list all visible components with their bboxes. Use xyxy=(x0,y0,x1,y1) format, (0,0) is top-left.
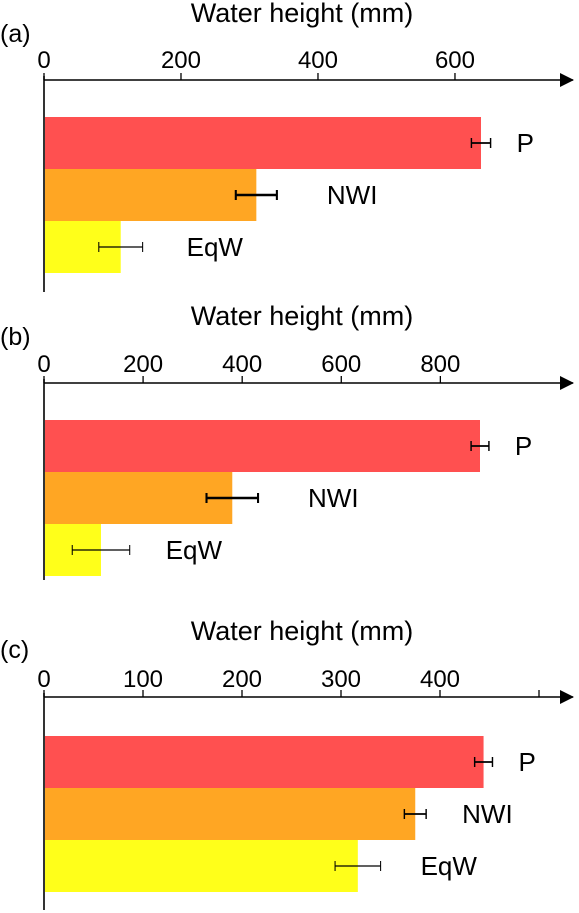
chart-panel-1: (a) Water height (mm) 0 200 400 600 P NWI EqW xyxy=(0,0,574,292)
error-bar-nwi xyxy=(403,809,427,819)
x-tick-label: 600 xyxy=(435,47,475,74)
error-bar-p xyxy=(473,757,494,767)
x-tick-label: 200 xyxy=(161,47,201,74)
x-tick-label: 400 xyxy=(420,666,460,693)
bar-label-p: P xyxy=(518,747,535,777)
x-axis-title: Water height (mm) xyxy=(191,616,414,646)
bar-label-nwi: NWI xyxy=(462,799,513,829)
bar-nwi xyxy=(45,169,257,221)
panel-label: (a) xyxy=(0,20,31,48)
error-bar-p xyxy=(470,441,490,451)
error-bar-nwi xyxy=(234,190,278,200)
bar-label-eqw: EqW xyxy=(421,851,478,881)
error-bar-eqw xyxy=(334,861,382,871)
bar-nwi xyxy=(45,472,233,524)
bar-label-eqw: EqW xyxy=(187,232,244,262)
chart-panel-2: (b) Water height (mm) 0 200 400 600 800 P NWI EqW xyxy=(0,301,574,580)
x-tick-label: 600 xyxy=(321,351,361,378)
x-tick-label: 300 xyxy=(321,666,361,693)
bar-p xyxy=(45,117,481,169)
x-tick-label: 0 xyxy=(37,666,50,693)
bar-label-nwi: NWI xyxy=(327,180,378,210)
bar-eqw xyxy=(45,840,358,892)
bar-label-nwi: NWI xyxy=(308,483,359,513)
error-bar-eqw xyxy=(71,545,131,555)
error-bar-p xyxy=(470,138,492,148)
bar-p xyxy=(45,736,484,788)
x-tick-label: 400 xyxy=(222,351,262,378)
x-tick-label: 0 xyxy=(37,351,50,378)
x-tick-label: 200 xyxy=(222,666,262,693)
x-tick-label: 800 xyxy=(420,351,460,378)
panel-label: (b) xyxy=(0,323,31,351)
bar-nwi xyxy=(45,788,416,840)
x-tick-label: 100 xyxy=(123,666,163,693)
x-axis-title: Water height (mm) xyxy=(191,0,414,28)
x-axis-title: Water height (mm) xyxy=(191,301,414,331)
x-tick-label: 400 xyxy=(298,47,338,74)
bar-label-eqw: EqW xyxy=(166,535,223,565)
bar-label-p: P xyxy=(517,128,534,158)
error-bar-eqw xyxy=(98,242,144,252)
bar-p xyxy=(45,420,480,472)
error-bar-nwi xyxy=(205,493,260,503)
bar-label-p: P xyxy=(515,431,532,461)
x-tick-label: 200 xyxy=(123,351,163,378)
panel-label: (c) xyxy=(0,636,29,664)
x-tick-label: 0 xyxy=(37,47,50,74)
